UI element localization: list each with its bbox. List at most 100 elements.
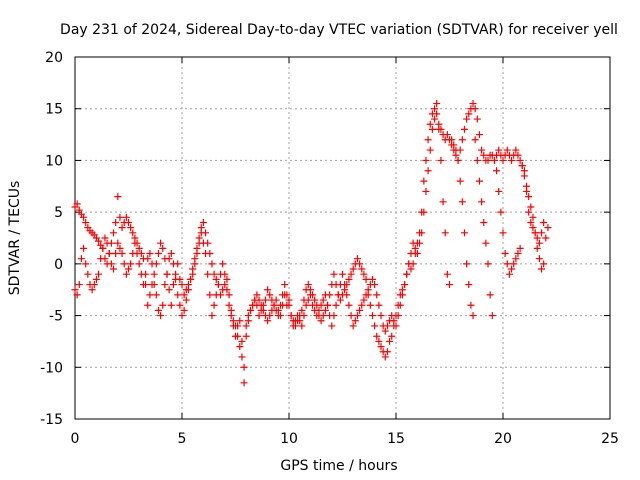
data-point (236, 317, 244, 325)
data-point (150, 270, 158, 278)
data-point (319, 312, 327, 320)
data-point (381, 353, 389, 361)
data-point (339, 270, 346, 278)
data-point (383, 348, 391, 356)
data-point (514, 250, 522, 258)
data-point (356, 306, 364, 314)
data-point (401, 281, 409, 289)
data-point (270, 301, 278, 309)
data-point (538, 265, 546, 273)
data-point (236, 343, 244, 351)
data-point (486, 291, 494, 299)
data-point (154, 250, 162, 258)
data-point (362, 275, 370, 283)
data-point (540, 218, 548, 226)
data-point (475, 131, 483, 139)
data-point (409, 239, 417, 247)
data-point (428, 125, 436, 133)
data-point (433, 110, 441, 118)
data-point (441, 229, 449, 237)
data-point (238, 353, 246, 361)
data-point (540, 260, 548, 268)
data-point (152, 291, 160, 299)
data-point (512, 146, 520, 154)
data-point (266, 291, 274, 299)
data-point (242, 322, 250, 330)
data-point (446, 281, 453, 289)
data-point (281, 281, 289, 289)
data-point (510, 260, 518, 268)
data-point (191, 255, 199, 263)
data-point (90, 281, 98, 289)
data-point (88, 286, 96, 294)
data-point (161, 281, 169, 289)
data-point (75, 206, 83, 214)
x-tick-label: 5 (178, 431, 187, 447)
data-point (313, 312, 321, 320)
data-point (116, 244, 124, 252)
data-point (238, 337, 246, 345)
data-point (467, 301, 475, 309)
y-tick-label: -15 (40, 412, 63, 428)
data-point (212, 275, 220, 283)
data-point (169, 260, 177, 268)
data-point (285, 301, 293, 309)
data-point (407, 250, 415, 258)
data-point (439, 198, 447, 206)
data-point (195, 234, 203, 242)
data-point (501, 250, 509, 258)
y-tick-label: 15 (45, 102, 63, 118)
data-point (358, 265, 366, 273)
data-point (234, 332, 242, 340)
data-point (398, 291, 406, 299)
data-point (437, 156, 445, 164)
x-tick-labels: 0 5 10 15 20 25 (71, 431, 619, 447)
data-point (456, 177, 464, 185)
data-point (232, 322, 239, 330)
data-point (508, 265, 516, 273)
data-point (431, 115, 439, 123)
data-point (360, 270, 368, 278)
data-point (317, 301, 325, 309)
data-point (454, 156, 462, 164)
y-tick-label: 5 (54, 205, 63, 221)
data-point (82, 218, 90, 226)
data-point (202, 250, 210, 258)
data-point (159, 244, 167, 252)
data-point (240, 379, 248, 387)
data-point (324, 301, 332, 309)
data-point (276, 301, 284, 309)
data-point (366, 301, 374, 309)
data-point (490, 156, 498, 164)
data-point (531, 229, 539, 237)
data-point (321, 306, 329, 314)
data-point (330, 312, 338, 320)
data-point (182, 296, 190, 304)
data-point (274, 312, 282, 320)
data-point (189, 265, 197, 273)
data-point (503, 146, 511, 154)
data-point (172, 275, 180, 283)
data-point (306, 291, 314, 299)
data-point (420, 208, 428, 216)
data-point (353, 255, 361, 263)
data-point (403, 270, 411, 278)
data-point (105, 250, 113, 258)
data-point (208, 312, 216, 320)
plot-frame (74, 56, 611, 420)
data-point (210, 301, 218, 309)
grid (75, 57, 610, 419)
data-point (135, 244, 143, 252)
data-point (458, 198, 466, 206)
data-point (287, 312, 295, 320)
data-point (110, 229, 118, 237)
data-point (435, 125, 443, 133)
data-point (460, 125, 468, 133)
data-point (388, 332, 396, 340)
data-point (315, 306, 323, 314)
data-point (424, 136, 432, 144)
data-point (103, 239, 111, 247)
data-point (131, 239, 139, 247)
data-point (349, 322, 357, 330)
data-point (125, 218, 132, 226)
